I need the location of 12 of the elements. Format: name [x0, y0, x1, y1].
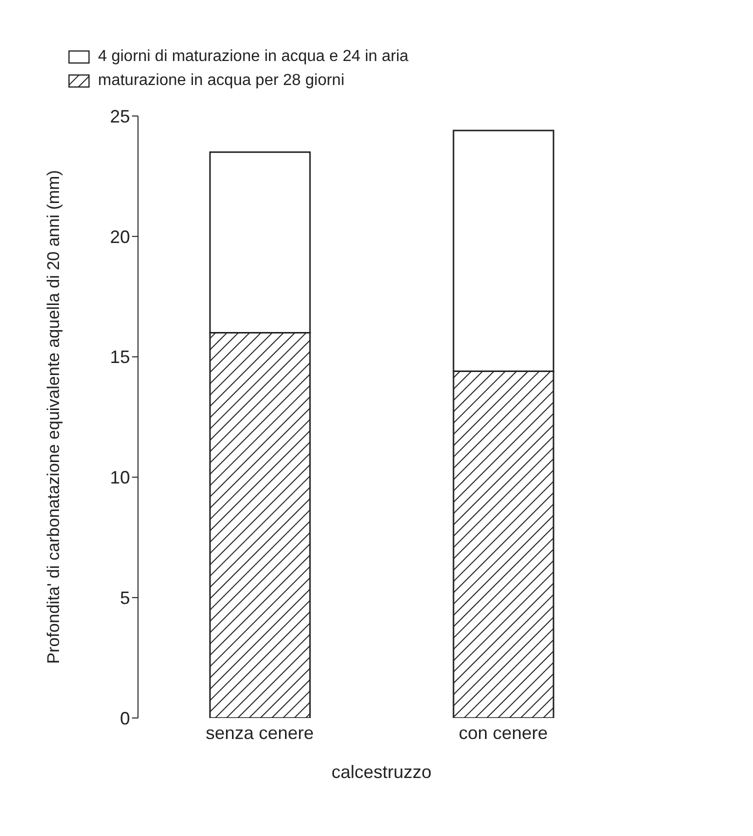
y-tick-label: 25 — [110, 106, 130, 126]
y-axis-title: Profondita' di carbonatazione equivalente aquella di 20 anni (mm) — [44, 170, 64, 664]
x-tick-label: senza cenere — [206, 722, 314, 743]
y-tick-label: 15 — [110, 347, 130, 368]
legend-label: maturazione in acqua per 28 giorni — [98, 72, 344, 90]
y-tick-label: 20 — [110, 226, 130, 247]
y-tick-label: 5 — [120, 588, 130, 608]
y-tick-label: 0 — [120, 708, 130, 728]
x-axis-title: calcestruzzo — [331, 762, 432, 782]
y-tick-label: 10 — [110, 468, 130, 488]
legend-label: 4 giorni di maturazione in acqua e 24 in aria — [98, 48, 408, 66]
x-tick-label: con cenere — [458, 722, 548, 743]
